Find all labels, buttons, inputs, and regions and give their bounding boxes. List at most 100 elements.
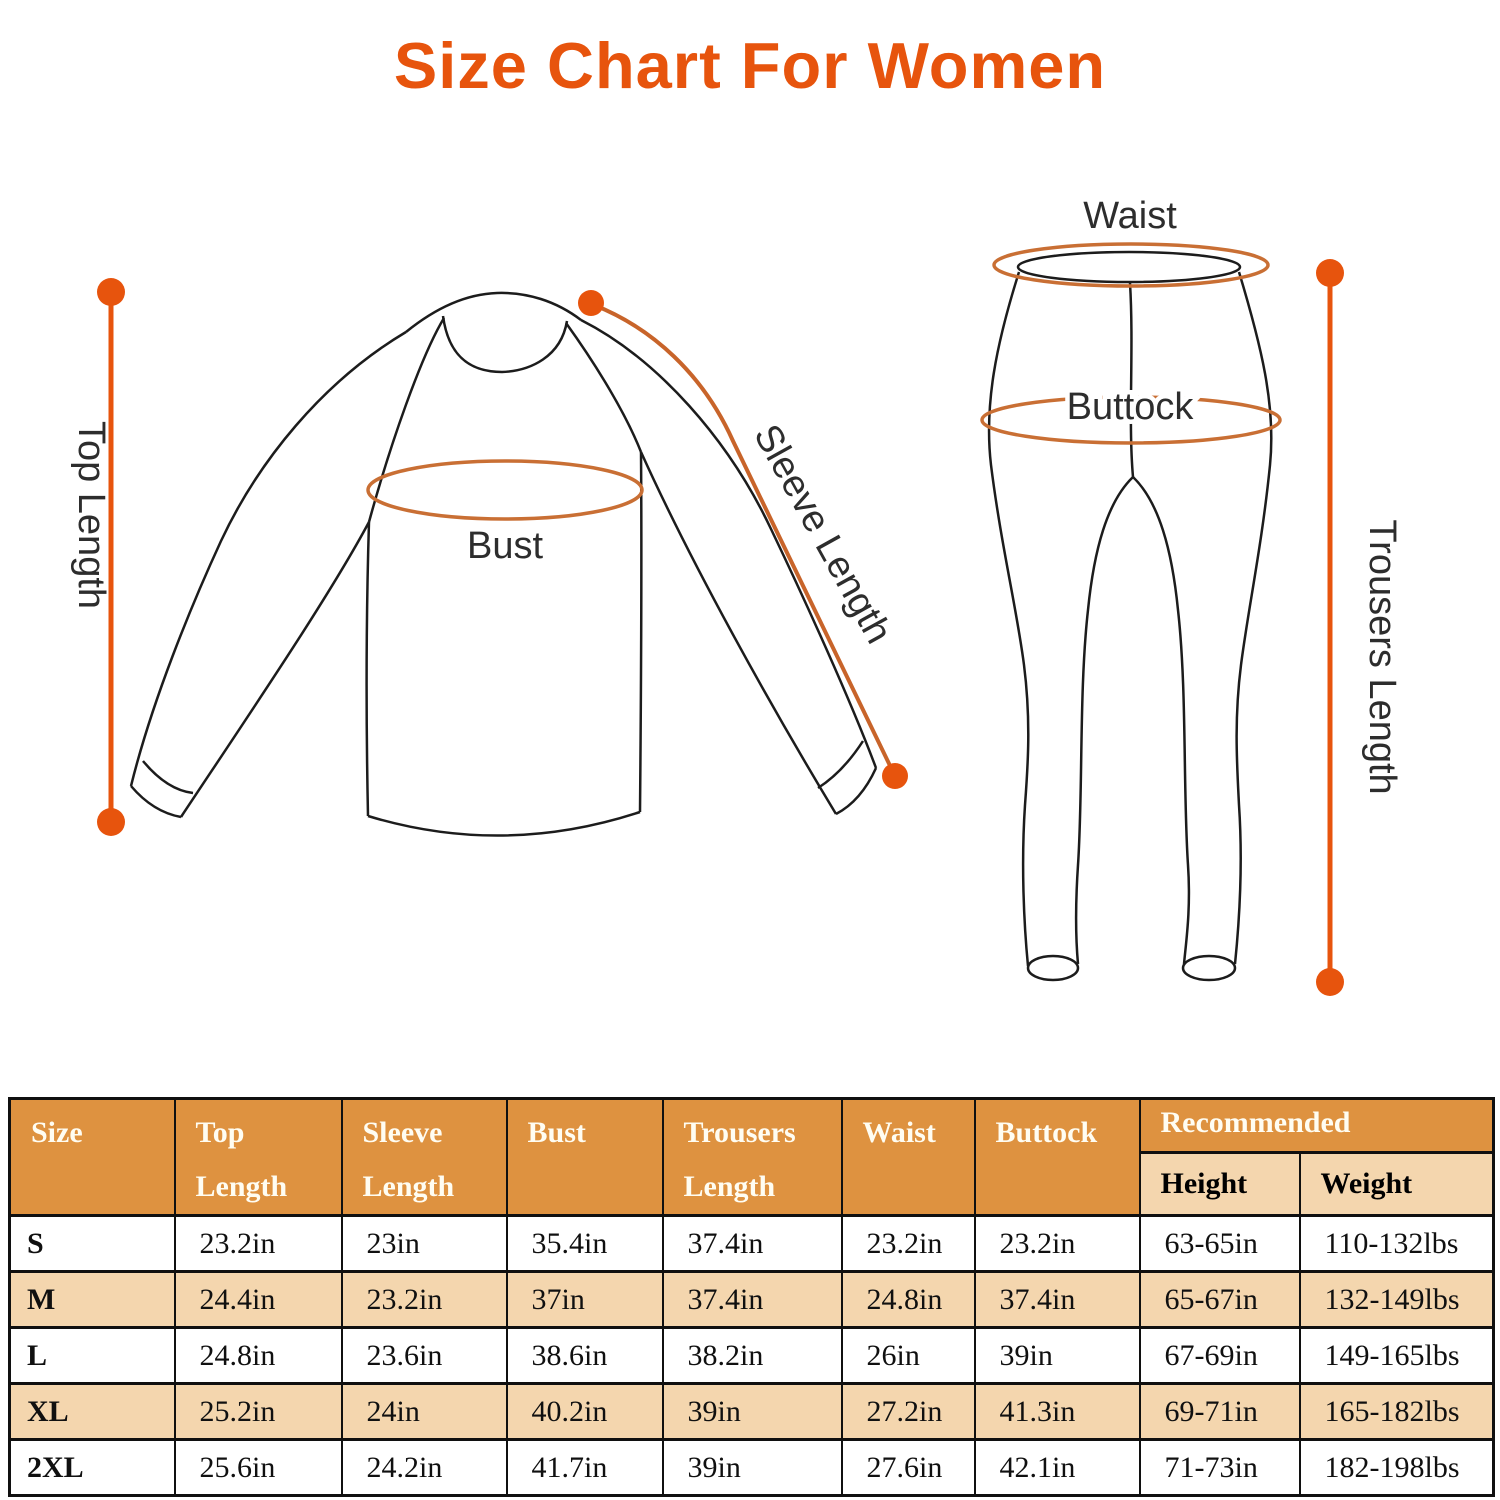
- cell-trousers-length: 37.4in: [661, 1214, 843, 1273]
- shirt-body-hem: [367, 810, 641, 837]
- cell-size: XL: [8, 1382, 176, 1441]
- cell-height: 71-73in: [1138, 1438, 1301, 1497]
- cell-height: 63-65in: [1138, 1214, 1301, 1273]
- shirt-right-sleeve-outer: [580, 318, 878, 769]
- cell-waist: 23.2in: [840, 1214, 976, 1273]
- label-waist: Waist: [1083, 195, 1177, 237]
- pants-center-seam: [1128, 282, 1135, 478]
- shirt-right-sleeve-inner: [639, 451, 838, 815]
- cell-waist: 24.8in: [840, 1270, 976, 1329]
- cell-sleeve-length: 23in: [340, 1214, 508, 1273]
- cell-sleeve-length: 24in: [340, 1382, 508, 1441]
- shirt-left-sleeve-outer: [129, 330, 407, 787]
- measurement-diagram: Top Length Bust Sleeve Length Waist Butt…: [70, 195, 1403, 996]
- header-trousers-length: Trousers Length: [661, 1097, 843, 1217]
- cell-waist: 27.2in: [840, 1382, 976, 1441]
- header-weight: Weight: [1298, 1151, 1495, 1217]
- pants-left-inner-leg: [1074, 476, 1134, 965]
- cell-weight: 132-149lbs: [1298, 1270, 1495, 1329]
- cell-bust: 35.4in: [505, 1214, 664, 1273]
- cell-sleeve-length: 24.2in: [340, 1438, 508, 1497]
- cell-bust: 40.2in: [505, 1382, 664, 1441]
- pants-right-outer: [1233, 271, 1273, 965]
- cell-weight: 149-165lbs: [1298, 1326, 1495, 1385]
- cell-bust: 37in: [505, 1270, 664, 1329]
- measure-dot: [1316, 259, 1344, 287]
- cell-height: 69-71in: [1138, 1382, 1301, 1441]
- cell-buttock: 37.4in: [973, 1270, 1141, 1329]
- header-sleeve-length: Sleeve Length: [340, 1097, 508, 1217]
- cell-trousers-length: 37.4in: [661, 1270, 843, 1329]
- header-height: Height: [1138, 1151, 1301, 1217]
- cell-bust: 38.6in: [505, 1326, 664, 1385]
- pants-right-inner-leg: [1132, 476, 1191, 965]
- cell-waist: 26in: [840, 1326, 976, 1385]
- cell-size: 2XL: [8, 1438, 176, 1497]
- top-length-measure: [97, 278, 125, 836]
- header-top-length: Top Length: [173, 1097, 343, 1217]
- shirt-right-cuff-face: [835, 767, 878, 816]
- page-title: Size Chart For Women: [393, 29, 1107, 102]
- table-row-xl: XL 25.2in 24in 40.2in 39in 27.2in 41.3in…: [8, 1382, 1495, 1441]
- cell-trousers-length: 39in: [661, 1438, 843, 1497]
- shirt-left-sleeve-inner: [179, 521, 371, 818]
- table-row-m: M 24.4in 23.2in 37in 37.4in 24.8in 37.4i…: [8, 1270, 1495, 1329]
- cell-trousers-length: 38.2in: [661, 1326, 843, 1385]
- measure-dot: [882, 763, 908, 789]
- pants-drawing: [987, 250, 1273, 982]
- table-row-l: L 24.8in 23.6in 38.6in 38.2in 26in 39in …: [8, 1326, 1495, 1385]
- shirt-shoulder-line: [405, 291, 582, 333]
- cell-size: M: [8, 1270, 176, 1329]
- header-row-sub: Height Weight: [10, 1151, 1495, 1217]
- pants-right-ankle-cuff: [1181, 954, 1237, 982]
- shirt-right-raglan-seam: [564, 322, 643, 453]
- label-top-length: Top Length: [70, 421, 112, 609]
- shirt-left-raglan-seam: [367, 317, 446, 523]
- cell-size: S: [8, 1214, 176, 1273]
- shirt-body-left: [365, 521, 371, 817]
- label-buttock: Buttock: [1067, 386, 1195, 428]
- waist-ellipse: [992, 242, 1270, 288]
- shirt-left-cuff-seam: [142, 760, 194, 795]
- size-chart-table: Size Top Length Sleeve Length Bust Trous…: [8, 1097, 1495, 1497]
- label-trousers-length: Trousers Length: [1361, 519, 1403, 794]
- cell-weight: 182-198lbs: [1298, 1438, 1495, 1497]
- header-buttock: Buttock: [973, 1097, 1141, 1217]
- cell-top-length: 24.8in: [173, 1326, 343, 1385]
- cell-top-length: 24.4in: [173, 1270, 343, 1329]
- pants-waistband: [1016, 250, 1242, 284]
- shirt-drawing: [129, 291, 878, 837]
- pants-left-ankle-cuff: [1026, 954, 1080, 982]
- cell-buttock: 41.3in: [973, 1382, 1141, 1441]
- cell-bust: 41.7in: [505, 1438, 664, 1497]
- measure-dot: [97, 278, 125, 306]
- shirt-collar: [441, 315, 569, 374]
- bust-ellipse: [366, 459, 644, 521]
- shirt-right-cuff-seam: [817, 740, 865, 790]
- cell-height: 67-69in: [1138, 1326, 1301, 1385]
- pants-left-outer: [987, 271, 1030, 967]
- buttock-ellipse: [980, 395, 1282, 445]
- shirt-body-right: [638, 451, 643, 813]
- cell-height: 65-67in: [1138, 1270, 1301, 1329]
- cell-top-length: 23.2in: [173, 1214, 343, 1273]
- label-sleeve-length: Sleeve Length: [745, 418, 900, 651]
- cell-sleeve-length: 23.2in: [340, 1270, 508, 1329]
- header-row-main: Size Top Length Sleeve Length Bust Trous…: [8, 1097, 1495, 1217]
- cell-waist: 27.6in: [840, 1438, 976, 1497]
- header-recommended: Recommended: [1138, 1097, 1495, 1154]
- cell-buttock: 42.1in: [973, 1438, 1141, 1497]
- header-size: Size: [8, 1097, 176, 1217]
- cell-buttock: 23.2in: [973, 1214, 1141, 1273]
- table-row-2xl: 2XL 25.6in 24.2in 41.7in 39in 27.6in 42.…: [8, 1438, 1495, 1497]
- cell-trousers-length: 39in: [661, 1382, 843, 1441]
- header-bust: Bust: [505, 1097, 664, 1217]
- cell-weight: 165-182lbs: [1298, 1382, 1495, 1441]
- cell-sleeve-length: 23.6in: [340, 1326, 508, 1385]
- cell-top-length: 25.6in: [173, 1438, 343, 1497]
- label-bust: Bust: [467, 525, 543, 567]
- cell-size: L: [8, 1326, 176, 1385]
- cell-buttock: 39in: [973, 1326, 1141, 1385]
- cell-weight: 110-132lbs: [1298, 1214, 1495, 1273]
